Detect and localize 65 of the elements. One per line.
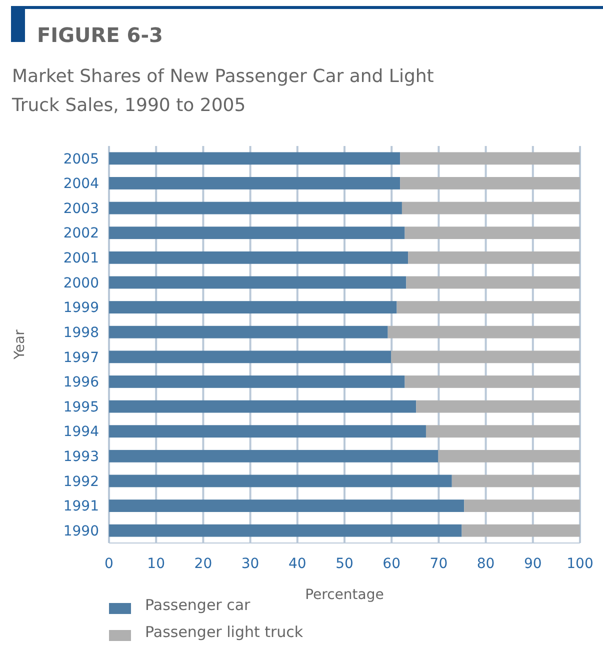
bar: [109, 450, 438, 462]
y-tick-label: 1998: [63, 324, 99, 341]
y-tick-label: 1992: [63, 474, 99, 490]
y-tick-label: 1990: [63, 523, 99, 540]
y-axis-title: Year: [12, 329, 28, 360]
bar: [402, 202, 580, 214]
bar: [452, 474, 580, 488]
x-tick-label: 50: [336, 556, 354, 572]
x-tick-label: 100: [566, 556, 594, 572]
x-tick-label: 10: [147, 556, 166, 572]
y-tick-label: 1994: [63, 424, 100, 440]
legend-label: Passenger car: [145, 596, 252, 614]
bar: [109, 251, 408, 264]
y-tick-label: 2005: [63, 151, 99, 168]
bar: [438, 450, 580, 462]
bar: [109, 177, 400, 190]
chart-subtitle: Market Shares of New Passenger Car and Light Truck Sales, 1990 to 2005: [11, 66, 434, 116]
y-tick-label: 2000: [63, 275, 99, 292]
bar: [109, 400, 416, 413]
y-tick-label: 1995: [63, 399, 99, 416]
bar: [388, 326, 580, 338]
bar: [109, 350, 392, 364]
legend-label: Passenger light truck: [145, 623, 304, 641]
bar: [408, 251, 580, 264]
bar: [404, 376, 580, 388]
x-tick-label: 60: [382, 556, 401, 572]
x-tick-label: 40: [288, 556, 306, 572]
x-tick-label: 70: [430, 556, 448, 572]
bar: [416, 400, 580, 413]
y-tick-label: 2004: [63, 176, 100, 192]
bar: [396, 301, 580, 314]
bar: [109, 301, 397, 314]
y-tick-label: 1991: [63, 498, 99, 515]
chart-title: FIGURE 6-3: [37, 23, 163, 47]
y-tick-label: 1999: [63, 300, 99, 316]
bar: [404, 226, 580, 240]
bar: [109, 500, 464, 512]
x-tick-label: 90: [524, 556, 542, 572]
bar: [109, 425, 426, 438]
bar: [109, 152, 400, 165]
bar: [462, 524, 580, 537]
y-tick-label: 2002: [63, 226, 99, 242]
y-tick-label: 1997: [63, 350, 99, 366]
x-tick-label: 0: [104, 556, 114, 572]
bar: [109, 524, 462, 537]
x-tick-label: 80: [476, 556, 495, 572]
bar: [109, 326, 388, 338]
y-tick-label: 1996: [63, 374, 100, 391]
bar: [400, 152, 580, 165]
bar: [109, 376, 405, 388]
y-tick-label: 2001: [63, 250, 99, 267]
bar: [400, 177, 580, 190]
bar: [426, 425, 580, 438]
bar: [464, 500, 580, 512]
bar: [109, 202, 402, 214]
x-axis-title: Percentage: [305, 587, 384, 603]
y-tick-label: 2003: [63, 200, 99, 217]
y-tick-label: 1993: [63, 449, 99, 466]
x-tick-label: 30: [241, 556, 260, 572]
x-tick-label: 20: [194, 556, 212, 572]
bar: [109, 226, 405, 240]
bar: [406, 276, 580, 289]
bar: [391, 350, 580, 364]
bar: [109, 474, 452, 488]
bar: [109, 276, 406, 289]
